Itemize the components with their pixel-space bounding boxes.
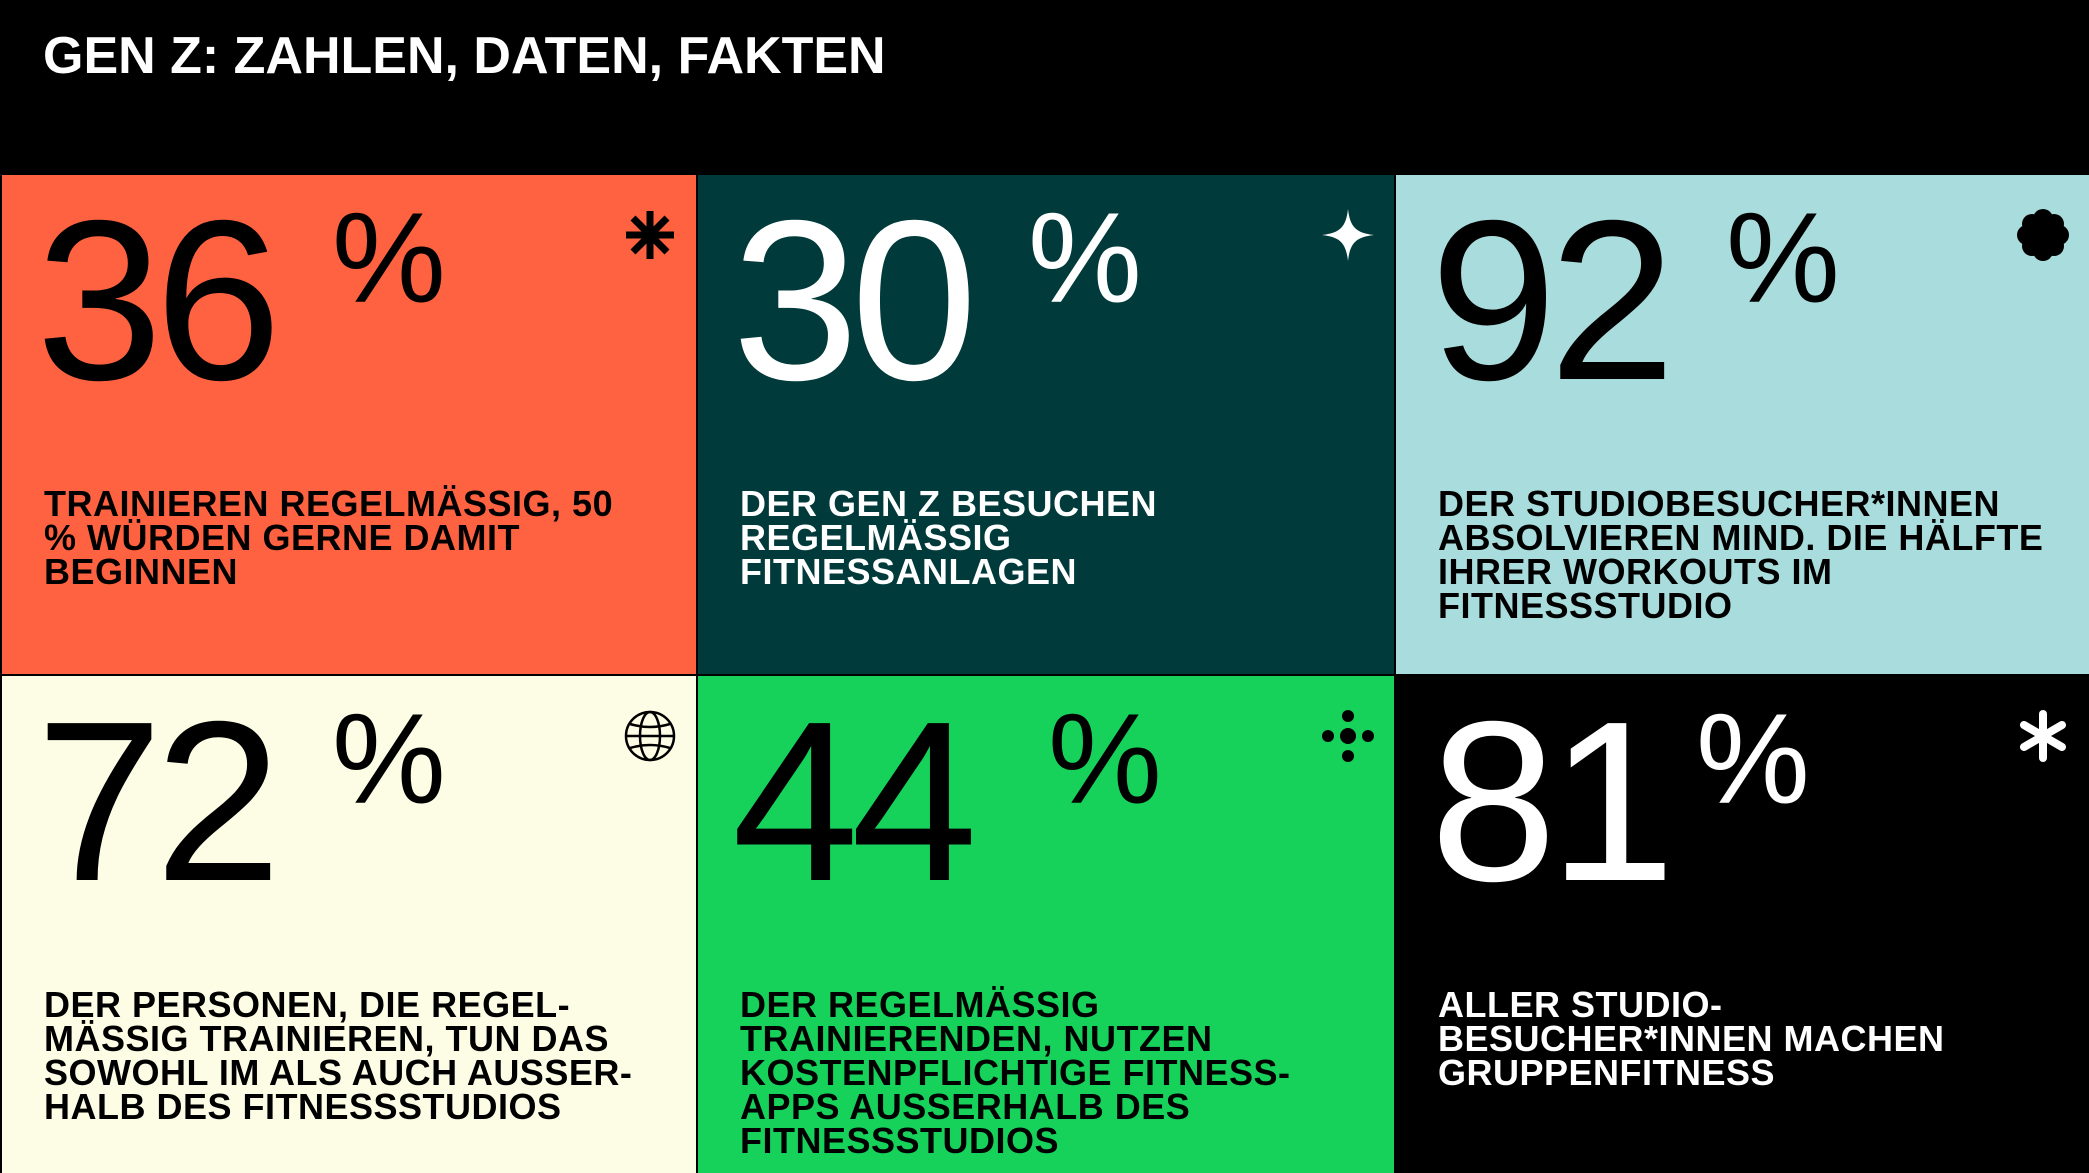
stat-description: TRAINIEREN REGELMÄSSIG, 50 % WÜRDEN GERN…	[44, 483, 614, 592]
stat-unit: %	[1726, 187, 1840, 330]
stat-value: 72	[36, 675, 282, 929]
sparkle-icon	[1320, 207, 1376, 263]
stat-card-36: 36 % TRAINIEREN REGELMÄSSIG, 50 % WÜRDEN…	[0, 173, 696, 674]
stat-description: DER REGELMÄSSIG TRAINIERENDEN, NUTZEN KO…	[740, 984, 1291, 1161]
stat-unit: %	[1028, 187, 1142, 330]
stat-value: 36	[36, 174, 282, 428]
header: GEN Z: ZAHLEN, DATEN, FAKTEN	[0, 0, 2089, 173]
page-title: GEN Z: ZAHLEN, DATEN, FAKTEN	[43, 27, 886, 85]
stat-card-30: 30 % DER GEN Z BESUCHEN REGELMÄSSIG FITN…	[696, 173, 1394, 674]
stat-unit: %	[1048, 688, 1162, 831]
stat-card-92: 92 % DER STUDIOBESUCHER*INNEN ABSOLVIERE…	[1394, 173, 2089, 674]
stat-unit: %	[332, 688, 446, 831]
stat-unit: %	[1696, 688, 1810, 831]
stat-value: 92	[1430, 174, 1676, 428]
stat-card-44: 44 % DER REGELMÄSSIG TRAINIERENDEN, NUTZ…	[696, 674, 1394, 1173]
dots-cross-icon	[1320, 708, 1376, 764]
stat-value: 44	[732, 675, 978, 929]
stats-grid: 36 % TRAINIEREN REGELMÄSSIG, 50 % WÜRDEN…	[0, 173, 2089, 1173]
flower-icon	[2015, 207, 2071, 263]
globe-icon	[622, 708, 678, 764]
stat-description: DER GEN Z BESUCHEN REGELMÄSSIG FITNESSAN…	[740, 483, 1158, 592]
stat-unit: %	[332, 187, 446, 330]
stat-card-72: 72 % DER PERSONEN, DIE REGEL-MÄSSIG TRAI…	[0, 674, 696, 1173]
stat-description: ALLER STUDIO-BESUCHER*INNEN MACHEN GRUPP…	[1438, 984, 1945, 1093]
stat-card-81: 81 % ALLER STUDIO-BESUCHER*INNEN MACHEN …	[1394, 674, 2089, 1173]
stat-value: 30	[732, 174, 978, 428]
asterisk-icon	[622, 207, 678, 263]
stat-value: 81	[1430, 675, 1676, 929]
asterisk-round-icon	[2015, 708, 2071, 764]
stat-description: DER PERSONEN, DIE REGEL-MÄSSIG TRAINIERE…	[44, 984, 633, 1127]
stat-description: DER STUDIOBESUCHER*INNEN ABSOLVIEREN MIN…	[1438, 483, 2044, 626]
